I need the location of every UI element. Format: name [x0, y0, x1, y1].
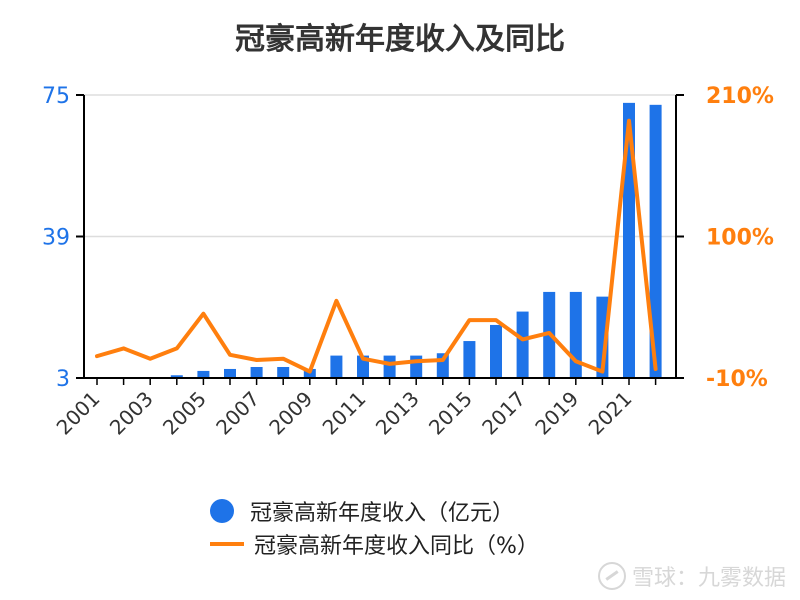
- yoy-point: [547, 331, 551, 335]
- yoy-line: [95, 118, 658, 374]
- y-tick-label-left: 39: [42, 226, 70, 251]
- yoy-point: [122, 346, 126, 350]
- bar: [569, 291, 582, 378]
- watermark-text: 雪球：九雾数据: [631, 566, 786, 591]
- bar: [516, 311, 529, 378]
- x-tick-label: 2013: [371, 387, 424, 440]
- x-tick-label: 2011: [318, 387, 371, 440]
- x-tick-label: 2009: [264, 387, 317, 440]
- bar: [463, 341, 476, 378]
- bar: [623, 102, 635, 378]
- yoy-point: [334, 299, 338, 303]
- x-tick-label: 2007: [211, 387, 264, 440]
- x-tick-label: 2017: [477, 387, 530, 440]
- bar: [250, 366, 263, 378]
- x-tick-label: 2003: [105, 387, 158, 440]
- legend-item-revenue: 冠豪高新年度收入（亿元）: [210, 495, 514, 527]
- yoy-point: [228, 353, 232, 357]
- yoy-point: [467, 318, 471, 322]
- watermark: 雪球：九雾数据: [597, 560, 786, 592]
- yoy-point: [654, 367, 658, 371]
- legend-item-yoy: 冠豪高新年度收入同比（%）: [210, 528, 539, 560]
- y-tick-label-right: 210%: [706, 84, 774, 109]
- y-tick-label-right: -10%: [706, 367, 768, 392]
- yoy-point: [627, 119, 631, 123]
- legend-label-revenue: 冠豪高新年度收入（亿元）: [250, 501, 515, 526]
- bar: [170, 375, 183, 378]
- yoy-point: [494, 318, 498, 322]
- yoy-point: [521, 337, 525, 341]
- yoy-point: [600, 370, 604, 374]
- snowball-logo-icon: [597, 562, 626, 590]
- x-tick-label: 2019: [530, 387, 583, 440]
- bar: [410, 355, 423, 378]
- y-tick-label-right: 100%: [706, 226, 774, 251]
- x-tick-label: 2021: [584, 387, 637, 440]
- y-tick-label-left: 75: [42, 84, 70, 109]
- yoy-point: [361, 357, 365, 361]
- yoy-point: [255, 358, 259, 362]
- bar: [224, 368, 236, 378]
- x-tick-label: 2001: [52, 387, 105, 440]
- chart-title: 冠豪高新年度收入及同比: [235, 22, 565, 57]
- bar: [490, 324, 502, 378]
- bar: [330, 355, 343, 378]
- yoy-point: [148, 357, 152, 361]
- bar: [383, 355, 396, 378]
- x-tick-label: 2005: [158, 387, 211, 440]
- legend-label-yoy: 冠豪高新年度收入同比（%）: [254, 534, 539, 559]
- legend-marker-revenue: [210, 499, 234, 523]
- x-tick-label: 2015: [424, 387, 477, 440]
- yoy-point: [281, 357, 285, 361]
- legend-marker-yoy: [210, 542, 244, 546]
- y-tick-label-left: 3: [56, 367, 70, 392]
- yoy-point: [574, 359, 578, 363]
- yoy-point: [388, 362, 392, 366]
- bar: [197, 370, 210, 378]
- yoy-point: [414, 359, 418, 363]
- bar: [277, 366, 290, 378]
- bar: [649, 104, 662, 378]
- yoy-point: [175, 346, 179, 350]
- yoy-point: [308, 370, 312, 374]
- yoy-point: [441, 358, 445, 362]
- yoy-point: [95, 354, 99, 358]
- yoy-point: [201, 312, 205, 316]
